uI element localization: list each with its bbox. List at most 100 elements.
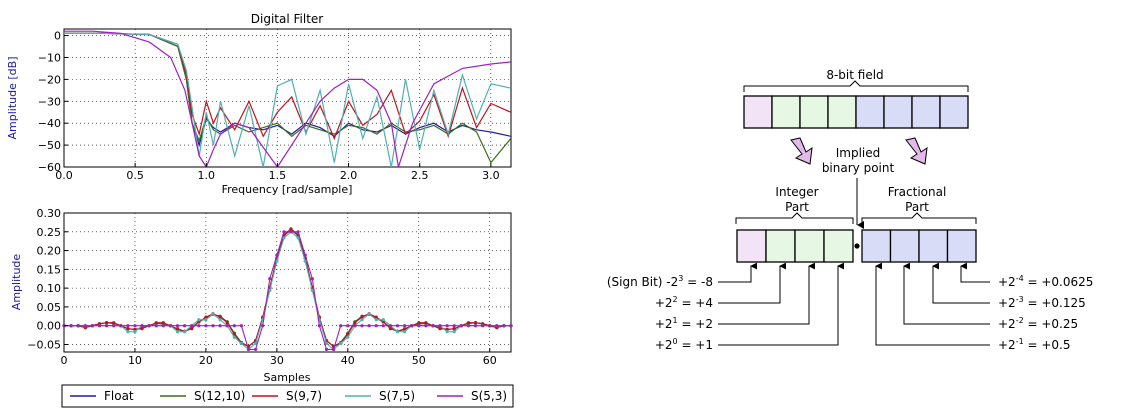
weight-value: = +2 <box>678 317 713 331</box>
chart2-series-4-point <box>381 324 385 328</box>
chart2-series-4-point <box>395 324 400 328</box>
integer-leader-line <box>718 262 816 325</box>
chart1-xtick-label: 0.5 <box>126 169 144 182</box>
chart2-series-4-point <box>438 324 442 328</box>
chart2-series-4-point <box>190 324 194 328</box>
chart2-series-3-point <box>204 318 208 322</box>
chart2-series-2-point <box>190 327 194 331</box>
legend-label-2: S(9,7) <box>286 389 322 403</box>
chart2-xtick-label: 10 <box>128 354 142 367</box>
top-register <box>743 95 969 129</box>
chart2-series-2-point <box>360 315 364 319</box>
chart2-series-3-point <box>275 259 279 263</box>
chart2-series-4-point <box>282 230 286 234</box>
integer-leader-line <box>718 262 787 304</box>
chart2-series-4-point <box>473 324 478 328</box>
integer-weight-label: (Sign Bit) -23 = -8 <box>607 274 713 289</box>
chart2-series-2-point <box>289 227 293 231</box>
weight-prefix: +2 <box>998 338 1016 352</box>
chart2-series-2-point <box>105 321 109 325</box>
chart2-series-4-point <box>261 324 265 328</box>
integer-label-line1: Integer <box>775 185 818 199</box>
chart2-series-4-point <box>403 324 407 328</box>
chart1-title: Digital Filter <box>251 12 324 26</box>
chart2-series-4-point <box>232 324 236 328</box>
weight-prefix: +2 <box>655 296 673 310</box>
chart2-series-2-point <box>381 320 385 324</box>
weight-value: = +0.0625 <box>1024 275 1094 289</box>
implied-label-line1: Implied <box>836 146 881 160</box>
chart2-series-4-point <box>275 253 279 257</box>
integer-weight-label: +20 = +1 <box>655 337 713 352</box>
down-arrow-right-icon <box>905 137 928 165</box>
chart2-series-2-point <box>374 315 378 319</box>
fraction-weight-label: +2-2 = +0.25 <box>998 316 1078 331</box>
chart2-series-2-point <box>140 327 144 331</box>
legend-label-0: Float <box>104 389 134 403</box>
chart1-ytick-label: −50 <box>38 139 61 152</box>
weight-prefix: +2 <box>998 296 1016 310</box>
fraction-weight-labels: +2-4 = +0.0625+2-3 = +0.125+2-2 = +0.25+… <box>998 274 1093 352</box>
chart1-xlabel: Frequency [rad/sample] <box>222 183 353 196</box>
weight-value: = -8 <box>683 275 713 289</box>
fraction-leader-line <box>875 262 990 346</box>
integer-brace <box>735 212 854 224</box>
chart2-xtick-label: 60 <box>483 354 497 367</box>
chart2-series-2-point <box>197 320 201 324</box>
chart2-series-3-point <box>126 330 130 334</box>
chart2-xtick-label: 40 <box>341 354 355 367</box>
chart2-series-4-point <box>112 324 116 328</box>
chart2-series-4-point <box>488 324 492 328</box>
chart2-series-3-point <box>339 341 343 345</box>
chart1-series-2-line <box>64 32 511 141</box>
chart2-series-2-point <box>417 321 421 325</box>
chart2-series-4-point <box>324 347 329 351</box>
chart1-ytick-label: −10 <box>38 51 61 64</box>
chart2-series-4-point <box>218 324 222 328</box>
chart2-series-4-point <box>154 324 158 328</box>
chart1-series-1-line <box>64 32 511 164</box>
weight-prefix: +2 <box>998 275 1016 289</box>
integer-weight-labels: (Sign Bit) -23 = -8+22 = +4+21 = +2+20 =… <box>607 274 713 352</box>
chart2-series-3-point <box>175 330 180 334</box>
chart2-series-4-point <box>353 324 357 328</box>
weight-value: = +1 <box>678 338 713 352</box>
top-register-bit-6 <box>911 95 941 129</box>
chart2-series-4-point <box>97 324 102 328</box>
chart2-series-4-point <box>495 324 499 328</box>
chart2-series-4-point <box>466 324 470 328</box>
weight-value: = +4 <box>678 296 713 310</box>
chart2-series-3-point <box>183 330 187 334</box>
weight-exponent: -4 <box>1016 274 1024 283</box>
chart2-ytick-label: −0.05 <box>27 338 61 351</box>
top-register-bit-2 <box>799 95 829 129</box>
chart2-series-3-point <box>310 288 314 292</box>
chart2-series-4-point <box>339 324 343 328</box>
integer-leader-line <box>718 262 758 283</box>
chart2-series-2-point <box>424 321 428 325</box>
chart2-ytick-label: 0.25 <box>37 226 62 239</box>
integer-register-bit-3 <box>823 229 854 263</box>
chart2-series-2-point <box>353 321 357 325</box>
top-register-bit-5 <box>883 95 913 129</box>
chart2-series-4-point <box>161 324 165 328</box>
chart2-series-3-point <box>360 318 364 322</box>
chart2-series-4-point <box>367 324 371 328</box>
chart2-series-3-point <box>296 236 300 240</box>
chart2-series-4-point <box>133 324 137 328</box>
integer-label-line2: Part <box>785 200 809 214</box>
chart2-series-2-point <box>218 315 222 319</box>
legend-items: Float S(12,10) S(9,7) S(7,5) S(5,3) <box>70 389 507 403</box>
chart2-series-2-point <box>175 327 180 331</box>
chart2-series-3-point <box>133 330 137 334</box>
chart2-series-4-point <box>225 324 229 328</box>
integer-register-bit-2 <box>794 229 825 263</box>
chart2-series-4-point <box>90 324 94 328</box>
chart2-series-4-point <box>119 324 123 328</box>
fraction-leader-line <box>903 262 990 325</box>
implied-label-line2: binary point <box>822 161 895 175</box>
legend-label-1: S(12,10) <box>194 389 245 403</box>
chart2-xtick-label: 20 <box>199 354 213 367</box>
chart2-series-4-point <box>76 324 80 328</box>
chart2-ticks: 0 10 20 30 40 50 60 0.30 0.25 0.20 0.15 0.10 0.05 0.0… <box>27 207 496 367</box>
